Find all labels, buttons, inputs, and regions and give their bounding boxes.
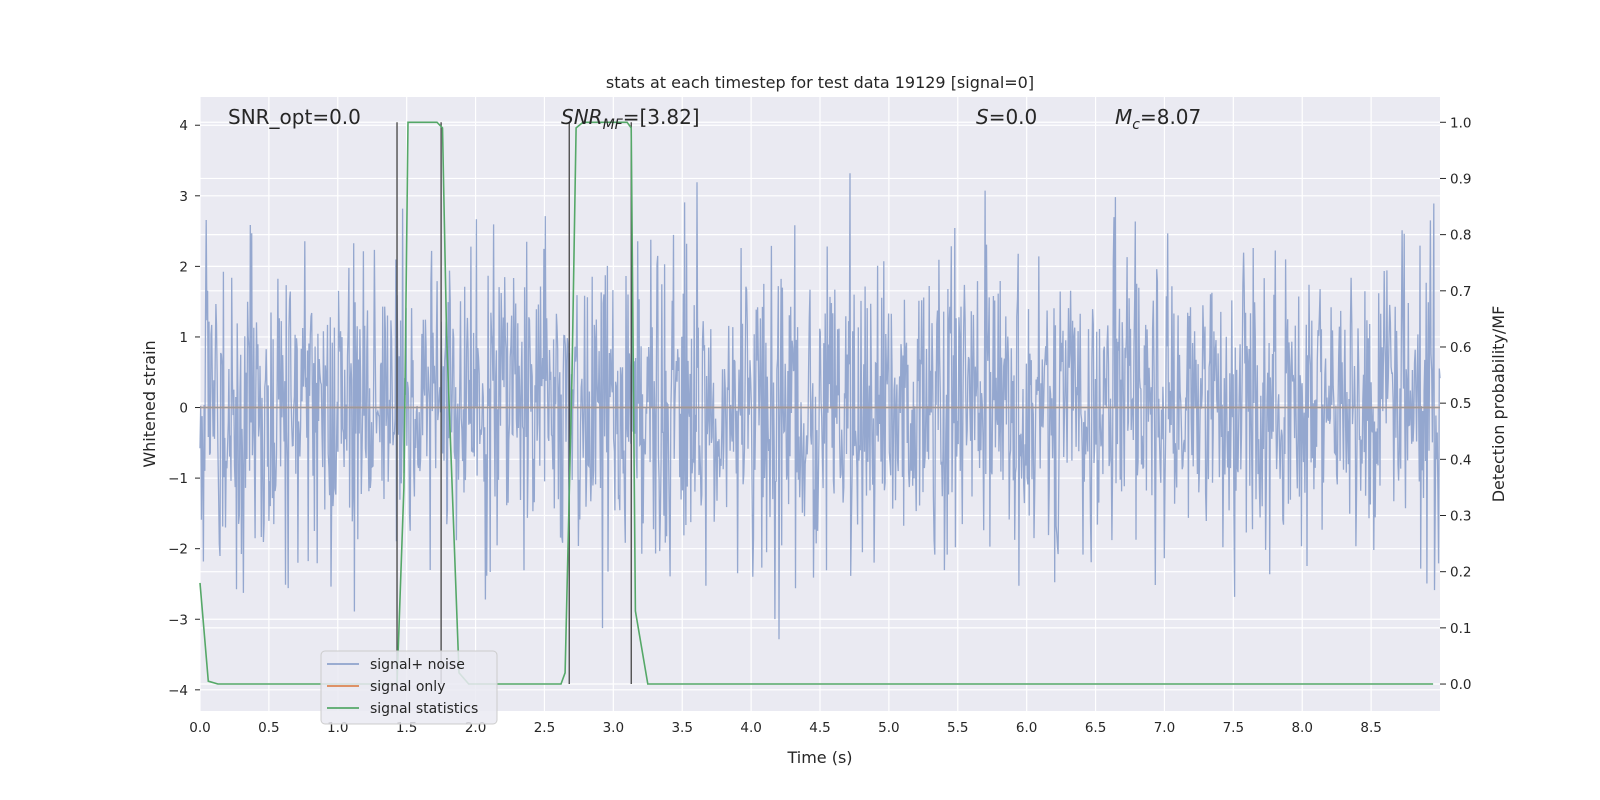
annotation-snr-mf: SNRMF=[3.82] bbox=[561, 105, 700, 133]
y-tick-label: 3 bbox=[179, 189, 188, 205]
series-signal-noise bbox=[199, 173, 1441, 640]
x-tick-label: 0.5 bbox=[258, 720, 279, 736]
y-tick-label: 0 bbox=[179, 401, 188, 417]
x-tick-label: 5.0 bbox=[878, 720, 899, 736]
x-tick-label: 3.0 bbox=[603, 720, 624, 736]
x-tick-label: 7.5 bbox=[1223, 720, 1244, 736]
y2-axis-label: Detection probability/MF bbox=[1489, 306, 1508, 503]
x-tick-label: 7.0 bbox=[1154, 720, 1175, 736]
y-tick-label: 2 bbox=[179, 259, 188, 275]
x-tick-label: 6.5 bbox=[1085, 720, 1106, 736]
y2-tick-labels: 1.0 0.9 0.8 0.7 0.6 0.5 0.4 0.3 0.2 0.1 0.0 bbox=[1440, 115, 1471, 693]
chart-title: stats at each timestep for test data 191… bbox=[606, 73, 1034, 92]
legend-label: signal only bbox=[370, 679, 445, 695]
x-tick-label: 4.5 bbox=[809, 720, 830, 736]
x-tick-label: 6.0 bbox=[1016, 720, 1037, 736]
annotation-mc-val: Mc=8.07 bbox=[1115, 105, 1201, 133]
y2-tick-label: 0.6 bbox=[1450, 340, 1471, 356]
y2-tick-label: 0.8 bbox=[1450, 228, 1471, 244]
y-tick-label: −4 bbox=[168, 683, 188, 699]
y-tick-label: 4 bbox=[179, 118, 188, 134]
x-tick-label: 4.0 bbox=[740, 720, 761, 736]
y-axis-label: Whitened strain bbox=[140, 340, 159, 467]
x-tick-label: 3.5 bbox=[671, 720, 692, 736]
y2-tick-label: 0.5 bbox=[1450, 396, 1471, 412]
x-tick-label: 8.5 bbox=[1360, 720, 1381, 736]
x-tick-label: 5.5 bbox=[947, 720, 968, 736]
annotation-snr-opt: SNR_opt=0.0 bbox=[228, 105, 361, 129]
y-tick-label: −2 bbox=[168, 542, 188, 558]
legend: signal+ noise signal only signal statistic… bbox=[320, 650, 498, 725]
y-tick-label: 1 bbox=[179, 330, 188, 346]
legend-box bbox=[320, 650, 498, 725]
legend-label: signal statistics bbox=[370, 701, 478, 717]
y-tick-label: −1 bbox=[168, 471, 188, 487]
y2-tick-label: 0.2 bbox=[1450, 565, 1471, 581]
y2-tick-label: 0.7 bbox=[1450, 284, 1471, 300]
y2-tick-label: 0.1 bbox=[1450, 621, 1471, 637]
y2-tick-label: 0.0 bbox=[1450, 677, 1471, 693]
annotation-s-val: S=0.0 bbox=[976, 105, 1037, 129]
y-tick-labels: 4 3 2 1 0 −1 −2 −3 −4 bbox=[168, 118, 200, 699]
x-tick-label: 8.0 bbox=[1291, 720, 1312, 736]
y2-tick-label: 0.9 bbox=[1450, 171, 1471, 187]
y2-tick-label: 0.3 bbox=[1450, 509, 1471, 525]
y-tick-label: −3 bbox=[168, 612, 188, 628]
y2-tick-label: 0.4 bbox=[1450, 452, 1471, 468]
legend-label: signal+ noise bbox=[370, 657, 465, 673]
y2-tick-label: 1.0 bbox=[1450, 115, 1471, 131]
x-axis-label: Time (s) bbox=[786, 748, 852, 767]
x-tick-label: 2.5 bbox=[534, 720, 555, 736]
x-tick-label: 0.0 bbox=[189, 720, 210, 736]
